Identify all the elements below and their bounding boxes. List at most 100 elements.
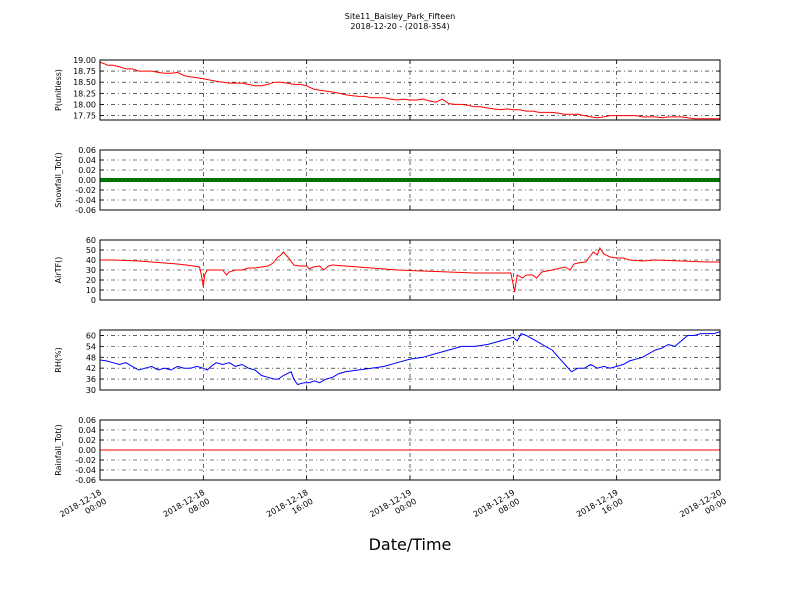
y-tick-label: 50 xyxy=(86,246,96,255)
series-marker xyxy=(159,177,165,183)
series-marker xyxy=(247,177,253,183)
panel-2: -0.06-0.04-0.020.000.020.040.06 Snowfall_… xyxy=(54,146,721,215)
series-marker xyxy=(539,177,545,183)
series-marker xyxy=(407,177,413,183)
series-marker xyxy=(167,177,173,183)
series-marker xyxy=(623,177,629,183)
series-marker xyxy=(195,177,201,183)
series-marker xyxy=(235,177,241,183)
y-tick-label: 0.00 xyxy=(78,176,96,185)
series-marker xyxy=(319,177,325,183)
series-marker xyxy=(143,177,149,183)
series-marker xyxy=(351,177,357,183)
series-marker xyxy=(659,177,665,183)
series-marker xyxy=(151,177,157,183)
series-marker xyxy=(415,177,421,183)
series-marker xyxy=(679,177,685,183)
series-marker xyxy=(643,177,649,183)
panel-frame xyxy=(99,239,721,301)
series-marker xyxy=(671,177,677,183)
panel-1: 17.75 18.00 18.25 18.50 18.75 19.00 P(unitless… xyxy=(54,56,721,121)
series-marker xyxy=(327,177,333,183)
series-marker xyxy=(403,177,409,183)
series-marker xyxy=(519,177,525,183)
series-marker xyxy=(703,177,709,183)
series-marker xyxy=(559,177,565,183)
series-marker xyxy=(139,177,145,183)
y-axis-label: RH(%) xyxy=(54,347,63,372)
y-axis-label: Rainfall_Tot() xyxy=(54,424,63,476)
series-marker xyxy=(203,177,209,183)
series-marker xyxy=(115,177,121,183)
series-marker xyxy=(451,177,457,183)
series-marker xyxy=(223,177,229,183)
series-marker xyxy=(287,177,293,183)
series-marker xyxy=(603,177,609,183)
series-marker xyxy=(419,177,425,183)
panel-frame xyxy=(99,419,721,481)
series-marker xyxy=(607,177,613,183)
series-marker xyxy=(675,177,681,183)
y-axis-label: Snowfall_Tot() xyxy=(54,152,63,208)
series-marker xyxy=(543,177,549,183)
series-marker xyxy=(647,177,653,183)
series-marker xyxy=(207,177,213,183)
series-marker xyxy=(435,177,441,183)
series-marker xyxy=(219,177,225,183)
y-tick-label: 0.00 xyxy=(78,446,96,455)
series-marker xyxy=(283,177,289,183)
figure-title-line1: Site11_Baisley_Park_Fifteen xyxy=(345,12,455,21)
series-marker xyxy=(147,177,153,183)
series-marker xyxy=(191,177,197,183)
panel-frame xyxy=(99,149,721,211)
y-tick-label: 18.75 xyxy=(73,67,96,76)
series-marker xyxy=(423,177,429,183)
series-marker xyxy=(663,177,669,183)
series-marker xyxy=(387,177,393,183)
series-marker xyxy=(135,177,141,183)
series-marker xyxy=(331,177,337,183)
y-axis-label: P(unitless) xyxy=(54,69,63,111)
series-marker xyxy=(299,177,305,183)
series-marker xyxy=(571,177,577,183)
y-tick-label: 0.04 xyxy=(78,426,96,435)
series-marker xyxy=(483,177,489,183)
series-marker xyxy=(587,177,593,183)
x-tick-label: 2018-12-2000:00 xyxy=(678,488,728,528)
y-tick-label: 0.04 xyxy=(78,156,96,165)
series-marker xyxy=(155,177,161,183)
series-marker xyxy=(131,177,137,183)
series-marker xyxy=(431,177,437,183)
series-marker xyxy=(263,177,269,183)
y-tick-label: 54 xyxy=(86,342,96,351)
series-marker xyxy=(343,177,349,183)
series-marker xyxy=(583,177,589,183)
y-tick-label: 20 xyxy=(86,276,96,285)
series-marker xyxy=(243,177,249,183)
series-marker xyxy=(475,177,481,183)
series-marker xyxy=(303,177,309,183)
series-marker xyxy=(599,177,605,183)
y-tick-label: 48 xyxy=(86,353,96,362)
series-marker xyxy=(359,177,365,183)
series-marker xyxy=(187,177,193,183)
series-marker xyxy=(615,177,621,183)
series-marker xyxy=(619,177,625,183)
series-marker xyxy=(459,177,465,183)
y-tick-label: 10 xyxy=(86,286,96,295)
series-marker xyxy=(491,177,497,183)
y-tick-label: 60 xyxy=(86,236,96,245)
series-marker xyxy=(215,177,221,183)
series-marker xyxy=(355,177,361,183)
x-tick-label: 2018-12-1808:00 xyxy=(162,488,212,528)
series-marker xyxy=(163,177,169,183)
series-marker xyxy=(499,177,505,183)
series-marker xyxy=(383,177,389,183)
x-tick-label: 2018-12-1916:00 xyxy=(575,488,625,528)
series-marker xyxy=(447,177,453,183)
series-marker xyxy=(595,177,601,183)
series-marker xyxy=(699,177,705,183)
y-tick-label: 30 xyxy=(86,266,96,275)
